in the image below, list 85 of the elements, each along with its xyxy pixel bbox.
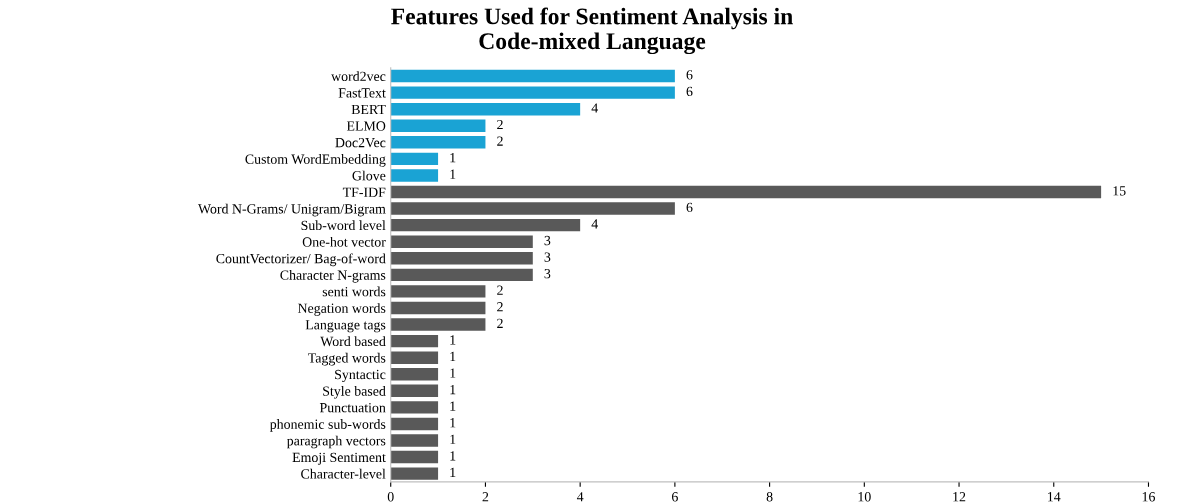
x-tick-label: 10 [858,492,871,502]
y-tick-label: Custom WordEmbedding [245,154,386,167]
bar [390,218,581,232]
bar [390,301,486,315]
bar [390,467,439,480]
data-label: 2 [497,318,503,328]
x-tick-label: 6 [672,492,678,502]
y-tick-label: BERT [351,104,386,115]
data-label: 1 [450,401,456,411]
data-label: 1 [450,351,456,362]
bar [390,202,675,215]
y-tick-label: Emoji Sentiment [292,452,386,465]
bar [390,318,486,331]
bar [390,235,533,248]
y-tick-label: Punctuation [319,402,386,413]
x-tick-label: 0 [387,492,394,502]
x-tick-label: 2 [482,492,489,502]
data-label: 2 [497,285,503,295]
y-tick-label: Character N-grams [280,270,386,283]
y-tick-label: Syntactic [335,369,386,383]
y-tick-label: senti words [322,286,386,297]
bar [390,401,439,414]
bar [390,119,486,132]
bar [390,102,581,116]
y-tick-label: word2vec [331,71,386,82]
data-label: 1 [450,384,456,395]
data-label: 1 [450,153,456,163]
y-tick-label: Language tags [305,320,386,333]
bar [390,136,486,149]
bar [390,285,486,298]
bar [390,417,439,431]
bar [390,152,439,166]
bar [390,185,1102,199]
y-tick-label: Doc2Vec [335,137,386,148]
bar [390,368,439,381]
bar [390,252,533,265]
x-tick-label: 8 [766,492,773,502]
data-label: 1 [450,467,456,477]
y-tick-label: Glove [352,170,386,181]
data-label: 4 [591,103,598,113]
y-tick-label: Character-level [301,468,386,479]
bar [390,169,439,182]
data-label: 3 [544,235,551,246]
y-tick-label: CountVectorizer/ Bag-of-word [216,253,386,267]
y-tick-label: One-hot vector [302,236,386,247]
bar [390,69,675,83]
bar [390,450,439,464]
data-label: 4 [591,219,598,229]
bar [390,268,533,282]
bar [390,351,439,364]
x-tick-label: 14 [1048,492,1061,502]
bar [390,384,439,398]
data-label: 15 [1113,186,1126,196]
data-label: 1 [450,434,456,444]
y-tick-label: TF-IDF [342,187,386,197]
x-tick-label: 12 [953,492,966,502]
y-tick-label: Style based [323,385,386,399]
data-label: 3 [544,268,551,279]
chart-title: Features Used for Sentiment Analysis in Code-mixed Language [391,7,793,55]
x-tick-label: 4 [576,492,584,502]
bar [390,334,439,348]
x-tick-label: 16 [1142,492,1156,502]
y-tick-label: phonemic sub-words [269,419,386,432]
y-tick-label: Negation words [297,303,386,316]
data-label: 2 [497,302,503,312]
data-label: 2 [497,119,503,130]
data-label: 1 [450,169,456,179]
data-label: 1 [450,335,456,345]
data-label: 3 [544,252,551,262]
data-label: 6 [686,70,693,80]
y-tick-label: paragraph vectors [286,435,386,449]
data-label: 2 [497,136,503,146]
y-tick-label: Sub-word level [301,220,386,231]
y-tick-label: Word N-Grams/ Unigram/Bigram [197,203,386,217]
y-tick-label: ELMO [346,121,386,131]
bar [390,434,439,447]
data-label: 1 [450,451,456,461]
data-label: 6 [686,202,693,213]
y-tick-label: FastText [338,88,386,98]
y-tick-label: Tagged words [308,352,386,366]
y-tick-label: Word based [320,336,386,347]
data-label: 6 [686,86,693,97]
data-label: 1 [450,418,456,428]
data-label: 1 [450,368,456,378]
bar [390,86,675,99]
